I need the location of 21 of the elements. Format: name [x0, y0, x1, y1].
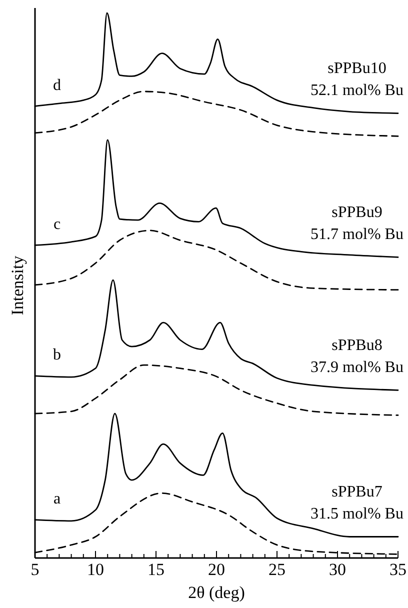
annotation: sPPBu7 — [332, 483, 382, 500]
x-tick-label: 30 — [329, 560, 346, 579]
annotation: sPPBu8 — [332, 336, 382, 354]
x-tick-label: 10 — [87, 560, 104, 579]
annotation: d — [53, 76, 61, 94]
annotation: sPPBu10 — [328, 60, 386, 77]
x-axis-title: 2θ (deg) — [188, 583, 245, 602]
annotation: 37.9 mol% Bu — [310, 358, 404, 376]
x-tick-label: 35 — [390, 560, 406, 579]
annotation: 51.7 mol% Bu — [310, 226, 404, 243]
x-tick-label: 15 — [148, 560, 164, 579]
annotation: sPPBu9 — [332, 204, 382, 221]
annotation: a — [53, 490, 61, 508]
annotation: c — [53, 216, 61, 233]
x-tick-label: 20 — [208, 560, 225, 579]
y-axis-title: Intensity — [8, 255, 27, 316]
x-tick-label: 25 — [268, 560, 286, 579]
x-tick-label: 5 — [30, 560, 40, 579]
annotation: 31.5 mol% Bu — [310, 505, 404, 522]
annotation: 52.1 mol% Bu — [310, 82, 404, 99]
annotation: b — [53, 346, 61, 364]
